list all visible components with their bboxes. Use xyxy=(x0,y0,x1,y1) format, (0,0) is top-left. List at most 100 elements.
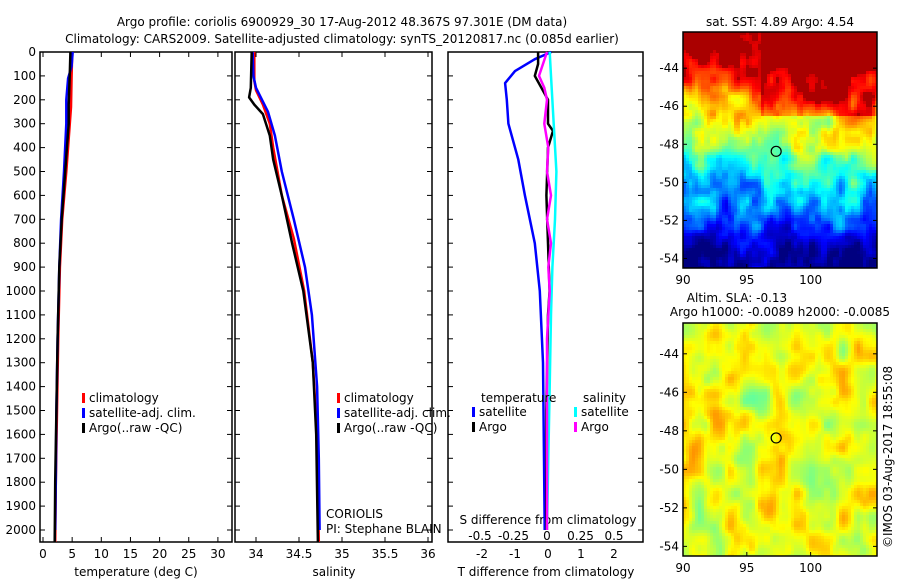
x2-tick-label: 0.5 xyxy=(604,529,623,543)
y-tick-label: 1400 xyxy=(5,380,36,394)
y-tick-label: 1300 xyxy=(5,356,36,370)
x-axis-label-temperature: temperature (deg C) xyxy=(74,565,197,579)
legend-swatch xyxy=(82,393,85,403)
y-tick-label: 400 xyxy=(13,141,36,155)
y-tick-label: 1200 xyxy=(5,332,36,346)
legend-item: satellite-adj. clim. xyxy=(344,406,451,420)
series-satellite-adj-clim- xyxy=(251,51,321,531)
legend-swatch xyxy=(337,423,340,433)
map-y-tick-label: -50 xyxy=(659,175,679,189)
watermark: ©IMOS 03-Aug-2017 18:55:08 xyxy=(881,366,895,548)
y-tick-label: 1900 xyxy=(5,499,36,513)
map-x-tick-label: 100 xyxy=(799,561,822,575)
map-y-tick-label: -46 xyxy=(659,99,679,113)
x-tick-label: 15 xyxy=(123,547,138,561)
x-axis-label-salinity: salinity xyxy=(312,565,355,579)
sst-map-title: sat. SST: 4.89 Argo: 4.54 xyxy=(706,15,854,29)
y-tick-label: 700 xyxy=(13,212,36,226)
panel-frame-3 xyxy=(447,51,644,543)
map-x-tick-label: 90 xyxy=(675,273,690,287)
title-line-2: Climatology: CARS2009. Satellite-adjuste… xyxy=(65,32,619,46)
map-x-tick-label: 95 xyxy=(739,273,754,287)
legend-item: satellite xyxy=(581,405,629,419)
title-line-1: Argo profile: coriolis 6900929_30 17-Aug… xyxy=(117,15,567,29)
legend-item: Argo xyxy=(479,420,507,434)
series-argo-raw-qc- xyxy=(247,51,320,543)
y-tick-label: 2000 xyxy=(5,523,36,537)
x-tick-label: 0 xyxy=(544,547,552,561)
y-tick-label: 300 xyxy=(13,117,36,131)
x-tick-label: 20 xyxy=(152,547,167,561)
map-x-tick-label: 90 xyxy=(675,561,690,575)
legend-item: climatology xyxy=(344,391,414,405)
legend-swatch xyxy=(82,423,85,433)
y-tick-label: 1700 xyxy=(5,451,36,465)
sla-map-subtitle: Argo h1000: -0.0089 h2000: -0.0085 xyxy=(670,305,890,319)
map-y-tick-label: -46 xyxy=(659,385,679,399)
y-tick-label: 500 xyxy=(13,165,36,179)
legend-swatch xyxy=(472,407,475,417)
x-tick-label: 35 xyxy=(334,547,349,561)
x-tick-label: 2 xyxy=(610,547,618,561)
legend-item: satellite-adj. clim. xyxy=(89,406,196,420)
x-tick-label: 30 xyxy=(210,547,225,561)
map-y-tick-label: -44 xyxy=(659,61,679,75)
map-frame xyxy=(682,322,878,557)
legend-swatch xyxy=(574,422,577,432)
map-y-tick-label: -50 xyxy=(659,462,679,476)
y-tick-label: 0 xyxy=(28,45,36,59)
panel-frame-1 xyxy=(39,51,233,543)
credit-pi: PI: Stephane BLAIN xyxy=(326,522,442,536)
sst-map-image xyxy=(683,32,877,268)
legend-swatch xyxy=(82,408,85,418)
y-tick-label: 200 xyxy=(13,93,36,107)
map-y-tick-label: -52 xyxy=(659,213,679,227)
x2-tick-label: -0.25 xyxy=(498,529,529,543)
y-tick-label: 1000 xyxy=(5,284,36,298)
map-y-tick-label: -52 xyxy=(659,501,679,515)
x-tick-label: 35.5 xyxy=(372,547,399,561)
sla-map-title: Altim. SLA: -0.13 xyxy=(687,291,787,305)
map-x-tick-label: 100 xyxy=(799,273,822,287)
argo-location-marker xyxy=(770,145,782,157)
map-y-tick-label: -44 xyxy=(659,347,679,361)
x-axis-label-t-diff: T difference from climatology xyxy=(457,565,635,579)
legend-header-temperature: temperature xyxy=(481,391,556,405)
x-tick-label: 34 xyxy=(248,547,263,561)
legend-header-salinity: salinity xyxy=(583,391,626,405)
y-tick-label: 1100 xyxy=(5,308,36,322)
y-tick-label: 600 xyxy=(13,188,36,202)
legend-item: Argo(..raw -QC) xyxy=(344,421,437,435)
legend-item: climatology xyxy=(89,391,159,405)
x2-tick-label: 0.25 xyxy=(567,529,594,543)
series-s-satellite xyxy=(545,51,558,531)
x-tick-label: 1 xyxy=(577,547,585,561)
x-tick-label: 34.5 xyxy=(286,547,313,561)
x-tick-label: 0 xyxy=(39,547,47,561)
legend-item: Argo xyxy=(581,420,609,434)
x2-tick-label: -0.5 xyxy=(468,529,491,543)
map-y-tick-label: -48 xyxy=(659,424,679,438)
legend-swatch xyxy=(337,393,340,403)
x-tick-label: 10 xyxy=(94,547,109,561)
legend-swatch xyxy=(337,408,340,418)
map-y-tick-label: -54 xyxy=(659,539,679,553)
legend-swatch xyxy=(574,407,577,417)
y-tick-label: 800 xyxy=(13,236,36,250)
x-tick-label: 36 xyxy=(420,547,435,561)
y-tick-label: 900 xyxy=(13,260,36,274)
legend-item: Argo(..raw -QC) xyxy=(89,421,182,435)
x2-tick-label: 0 xyxy=(543,529,551,543)
y-tick-label: 1500 xyxy=(5,404,36,418)
y-tick-label: 100 xyxy=(13,69,36,83)
x-tick-label: -2 xyxy=(476,547,488,561)
x-tick-label: 5 xyxy=(68,547,76,561)
panel-frame-2 xyxy=(234,51,433,543)
y-tick-label: 1800 xyxy=(5,475,36,489)
series-argo-raw-qc- xyxy=(53,51,72,543)
map-y-tick-label: -54 xyxy=(659,251,679,265)
argo-location-marker xyxy=(770,432,782,444)
map-y-tick-label: -48 xyxy=(659,137,679,151)
